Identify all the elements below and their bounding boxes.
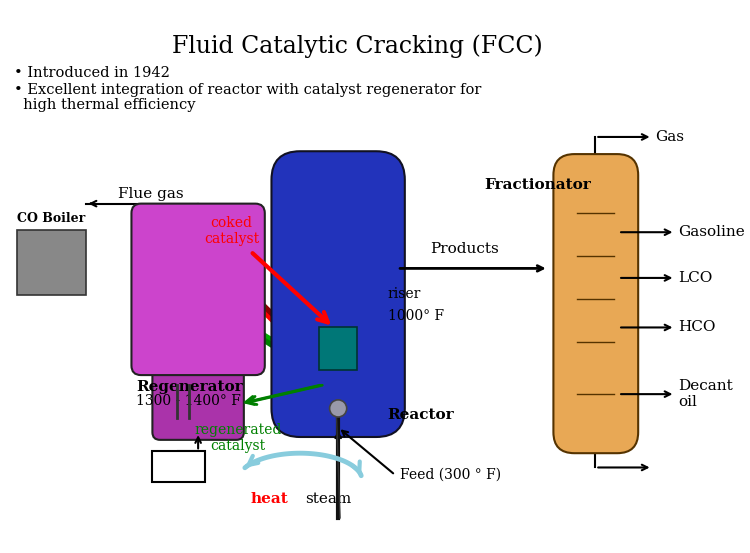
Text: Decant
oil: Decant oil [678,379,733,409]
Text: HCO: HCO [678,320,716,335]
Text: • Introduced in 1942: • Introduced in 1942 [14,65,170,80]
Text: Feed (300 ° F): Feed (300 ° F) [400,468,501,482]
Text: coked
catalyst: coked catalyst [204,216,259,247]
FancyBboxPatch shape [554,154,638,453]
Text: Fluid Catalytic Cracking (FCC): Fluid Catalytic Cracking (FCC) [172,34,542,58]
Text: LCO: LCO [678,271,712,285]
Text: steam: steam [304,492,351,506]
FancyBboxPatch shape [17,230,86,295]
Text: air: air [168,460,188,473]
FancyBboxPatch shape [152,358,244,440]
FancyBboxPatch shape [319,327,357,371]
Text: Reactor: Reactor [388,409,454,422]
Text: • Excellent integration of reactor with catalyst regenerator for: • Excellent integration of reactor with … [14,82,482,97]
Text: Fractionator: Fractionator [484,178,590,192]
FancyBboxPatch shape [272,151,405,437]
Text: regenerated
catalyst: regenerated catalyst [194,422,282,453]
Text: Flue gas: Flue gas [118,187,184,201]
Text: CO Boiler: CO Boiler [17,212,86,225]
Text: 1000° F: 1000° F [388,309,444,323]
Text: high thermal efficiency: high thermal efficiency [14,98,196,112]
FancyBboxPatch shape [152,451,205,482]
Text: Regenerator: Regenerator [136,380,243,394]
Text: riser: riser [388,287,421,301]
FancyBboxPatch shape [131,204,265,375]
Text: Gas: Gas [656,130,684,144]
Text: heat: heat [251,492,289,506]
Text: Products: Products [430,242,500,256]
Text: Gasoline: Gasoline [678,225,745,239]
Circle shape [329,400,346,417]
Text: 1300 - 1400° F: 1300 - 1400° F [136,394,241,408]
